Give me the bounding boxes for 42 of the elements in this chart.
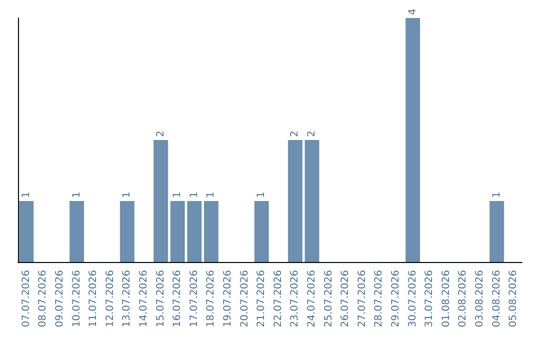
x-tick-label: 20.07.2026 (239, 270, 250, 328)
x-tick-label: 27.07.2026 (356, 270, 368, 328)
data-label: 2 (306, 130, 318, 137)
x-tick-label: 24.07.2026 (306, 270, 318, 328)
data-label: 2 (155, 130, 166, 137)
data-label: 1 (491, 192, 502, 198)
x-tick-label: 01.08.2026 (440, 270, 452, 328)
x-tick-label: 22.07.2026 (272, 270, 284, 328)
data-label: 1 (256, 192, 268, 198)
x-tick-label: 17.07.2026 (188, 270, 200, 328)
x-tick-label: 21.07.2026 (256, 270, 268, 328)
data-label: 1 (122, 192, 133, 198)
x-tick-label: 29.07.2026 (390, 270, 402, 328)
x-tick-label: 31.07.2026 (424, 270, 436, 328)
x-tick-label: 14.07.2026 (138, 270, 150, 328)
x-tick-label: 12.07.2026 (104, 270, 116, 328)
x-tick-label: 30.07.2026 (407, 270, 418, 328)
x-tick-label: 13.07.2026 (122, 270, 133, 328)
x-tick-label: 18.07.2026 (206, 270, 217, 328)
x-tick-label: 25.07.2026 (323, 270, 334, 328)
data-label: 4 (407, 8, 418, 15)
x-tick-label: 26.07.2026 (340, 270, 352, 328)
x-tick-label: 09.07.2026 (54, 270, 66, 328)
x-tick-label: 10.07.2026 (71, 270, 82, 328)
x-tick-label: 04.08.2026 (491, 270, 502, 328)
data-label: 1 (71, 192, 82, 198)
data-label: 1 (188, 192, 200, 198)
x-tick-label: 23.07.2026 (290, 270, 301, 328)
x-tick-label: 03.08.2026 (474, 270, 486, 328)
data-label: 2 (290, 130, 301, 137)
x-tick-label: 11.07.2026 (88, 270, 100, 328)
x-tick-label: 07.07.2026 (20, 270, 32, 328)
data-label: 1 (20, 192, 32, 198)
data-label: 1 (206, 192, 217, 198)
x-tick-label: 15.07.2026 (155, 270, 166, 328)
x-tick-label: 16.07.2026 (172, 270, 184, 328)
x-tick-label: 19.07.2026 (222, 270, 234, 328)
x-tick-label: 02.08.2026 (458, 270, 469, 328)
x-tick-label: 05.08.2026 (508, 270, 520, 328)
data-label: 1 (172, 192, 184, 198)
x-tick-label: 08.07.2026 (38, 270, 49, 328)
x-tick-label: 28.07.2026 (374, 270, 385, 328)
